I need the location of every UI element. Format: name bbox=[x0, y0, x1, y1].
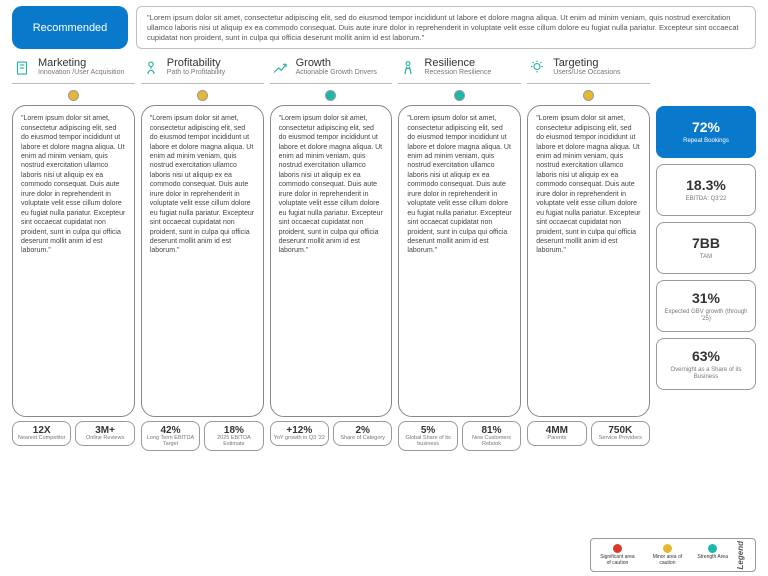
side-card-label: Repeat Bookings bbox=[661, 138, 751, 145]
status-dot bbox=[583, 90, 594, 101]
stat-label: Share of Category bbox=[336, 436, 389, 442]
resilience-icon bbox=[398, 57, 418, 79]
side-card-label: Overnight as a Share of its Business bbox=[661, 367, 751, 380]
targeting-icon bbox=[527, 57, 547, 79]
category-subtitle: Recession Resilience bbox=[424, 69, 491, 77]
stat-label: Global Share of its business bbox=[401, 436, 454, 447]
legend-item: Significant area of caution bbox=[597, 544, 637, 566]
column-card: "Lorem ipsum dolor sit amet, consectetur… bbox=[270, 105, 393, 417]
legend-title: Legend bbox=[736, 541, 749, 569]
side-card-4: 63% Overnight as a Share of its Business bbox=[656, 338, 756, 390]
side-card-value: 72% bbox=[661, 119, 751, 135]
stat-label: Online Reviews bbox=[78, 436, 131, 442]
legend-dot-icon bbox=[663, 544, 672, 553]
legend-dot-icon bbox=[708, 544, 717, 553]
category-subtitle: Path to Profitability bbox=[167, 69, 225, 77]
side-card-label: TAM bbox=[661, 254, 751, 261]
profitability-icon bbox=[141, 57, 161, 79]
column-card: "Lorem ipsum dolor sit amet, consectetur… bbox=[398, 105, 521, 417]
category-subtitle: Users/Use Occasions bbox=[553, 69, 620, 77]
stat-label: Nearest Competitor bbox=[15, 436, 68, 442]
stat-box: 4MM Parents bbox=[527, 421, 586, 446]
category-resilience: Resilience Recession Resilience bbox=[398, 57, 521, 84]
stat-label: 2025 EBITDA Estimate bbox=[207, 436, 260, 447]
growth-icon bbox=[270, 57, 290, 79]
legend-dot-icon bbox=[613, 544, 622, 553]
column-1: "Lorem ipsum dolor sit amet, consectetur… bbox=[141, 90, 264, 451]
stat-box: 5% Global Share of its business bbox=[398, 421, 457, 451]
status-dot bbox=[197, 90, 208, 101]
stat-label: Service Providers bbox=[594, 436, 647, 442]
category-targeting: Targeting Users/Use Occasions bbox=[527, 57, 650, 84]
side-card-value: 63% bbox=[661, 348, 751, 364]
side-card-2: 7BB TAM bbox=[656, 222, 756, 274]
stat-box: +12% YoY growth in Q3 '22 bbox=[270, 421, 329, 446]
category-subtitle: Actionable Growth Drivers bbox=[296, 69, 377, 77]
header-quote: "Lorem ipsum dolor sit amet, consectetur… bbox=[136, 6, 756, 49]
column-card: "Lorem ipsum dolor sit amet, consectetur… bbox=[141, 105, 264, 417]
category-marketing: Marketing Innovation /User Acquisition bbox=[12, 57, 135, 84]
stat-box: 3M+ Online Reviews bbox=[75, 421, 134, 446]
side-card-value: 7BB bbox=[661, 235, 751, 251]
legend-label: Minor area of caution bbox=[647, 554, 687, 566]
column-2: "Lorem ipsum dolor sit amet, consectetur… bbox=[270, 90, 393, 451]
marketing-icon bbox=[12, 57, 32, 79]
stat-box: 12X Nearest Competitor bbox=[12, 421, 71, 446]
category-title: Targeting bbox=[553, 57, 620, 69]
stat-box: 81% New Customers Rebook bbox=[462, 421, 521, 451]
stat-label: New Customers Rebook bbox=[465, 436, 518, 447]
column-0: "Lorem ipsum dolor sit amet, consectetur… bbox=[12, 90, 135, 451]
legend-item: Strength Area bbox=[697, 544, 728, 566]
stat-label: YoY growth in Q3 '22 bbox=[273, 436, 326, 442]
stat-label: Parents bbox=[530, 436, 583, 442]
legend: Significant area of caution Minor area of… bbox=[590, 538, 756, 572]
column-3: "Lorem ipsum dolor sit amet, consectetur… bbox=[398, 90, 521, 451]
column-4: "Lorem ipsum dolor sit amet, consectetur… bbox=[527, 90, 650, 451]
legend-label: Strength Area bbox=[697, 554, 728, 560]
side-card-value: 31% bbox=[661, 290, 751, 306]
status-dot bbox=[454, 90, 465, 101]
stat-box: 42% Long Term EBITDA Target bbox=[141, 421, 200, 451]
side-card-label: EBITDA: Q3'22 bbox=[661, 196, 751, 203]
stat-box: 18% 2025 EBITDA Estimate bbox=[204, 421, 263, 451]
category-profitability: Profitability Path to Profitability bbox=[141, 57, 264, 84]
category-title: Growth bbox=[296, 57, 377, 69]
stat-box: 2% Share of Category bbox=[333, 421, 392, 446]
side-card-0: 72% Repeat Bookings bbox=[656, 106, 756, 158]
side-card-1: 18.3% EBITDA: Q3'22 bbox=[656, 164, 756, 216]
status-dot bbox=[325, 90, 336, 101]
legend-item: Minor area of caution bbox=[647, 544, 687, 566]
category-growth: Growth Actionable Growth Drivers bbox=[270, 57, 393, 84]
recommended-badge: Recommended bbox=[12, 6, 128, 49]
side-card-label: Expected GBV growth (through '25) bbox=[661, 309, 751, 322]
stat-label: Long Term EBITDA Target bbox=[144, 436, 197, 447]
legend-label: Significant area of caution bbox=[597, 554, 637, 566]
side-card-value: 18.3% bbox=[661, 177, 751, 193]
category-title: Profitability bbox=[167, 57, 225, 69]
category-subtitle: Innovation /User Acquisition bbox=[38, 69, 124, 77]
side-column: 72% Repeat Bookings 18.3% EBITDA: Q3'22 7BB T… bbox=[656, 90, 756, 451]
status-dot bbox=[68, 90, 79, 101]
column-card: "Lorem ipsum dolor sit amet, consectetur… bbox=[12, 105, 135, 417]
side-card-3: 31% Expected GBV growth (through '25) bbox=[656, 280, 756, 332]
category-title: Resilience bbox=[424, 57, 491, 69]
category-title: Marketing bbox=[38, 57, 124, 69]
column-card: "Lorem ipsum dolor sit amet, consectetur… bbox=[527, 105, 650, 417]
stat-box: 750K Service Providers bbox=[591, 421, 650, 446]
